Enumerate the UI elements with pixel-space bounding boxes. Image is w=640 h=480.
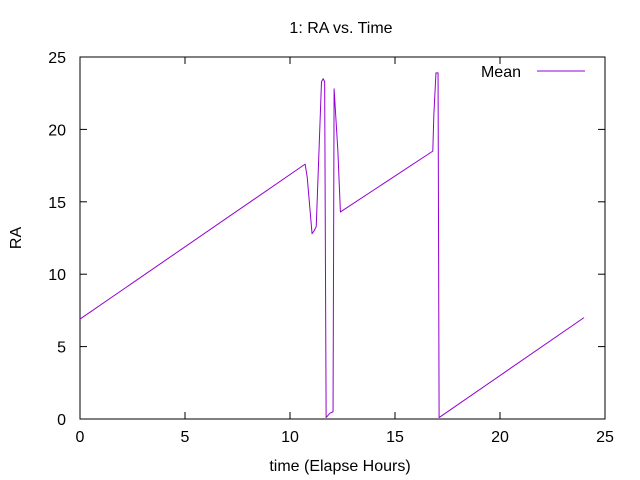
x-tick-label: 20 bbox=[491, 429, 509, 446]
y-tick-label: 15 bbox=[48, 195, 66, 212]
y-tick-label: 25 bbox=[48, 50, 66, 67]
series-layer bbox=[79, 72, 585, 419]
x-axis-title: time (Elapse Hours) bbox=[269, 458, 410, 475]
y-axis-title: RA bbox=[8, 227, 25, 250]
legend-label: Mean bbox=[481, 64, 521, 81]
y-tick-label: 0 bbox=[57, 412, 66, 429]
x-tick-label: 10 bbox=[281, 429, 299, 446]
series-line-mean bbox=[79, 72, 585, 419]
x-tick-label: 5 bbox=[181, 429, 190, 446]
y-tick-label: 20 bbox=[48, 122, 66, 139]
x-tick-label: 25 bbox=[596, 429, 614, 446]
x-tick-label: 0 bbox=[76, 429, 85, 446]
y-tick-label: 10 bbox=[48, 267, 66, 284]
x-tick-label: 15 bbox=[386, 429, 404, 446]
legend: Mean bbox=[481, 64, 585, 81]
y-tick-label: 5 bbox=[57, 340, 66, 357]
chart-title: 1: RA vs. Time bbox=[289, 20, 392, 37]
axis-ticks: 0 5 10 15 20 25 0 5 10 15 20 25 bbox=[48, 50, 614, 446]
plot-frame bbox=[79, 56, 606, 420]
